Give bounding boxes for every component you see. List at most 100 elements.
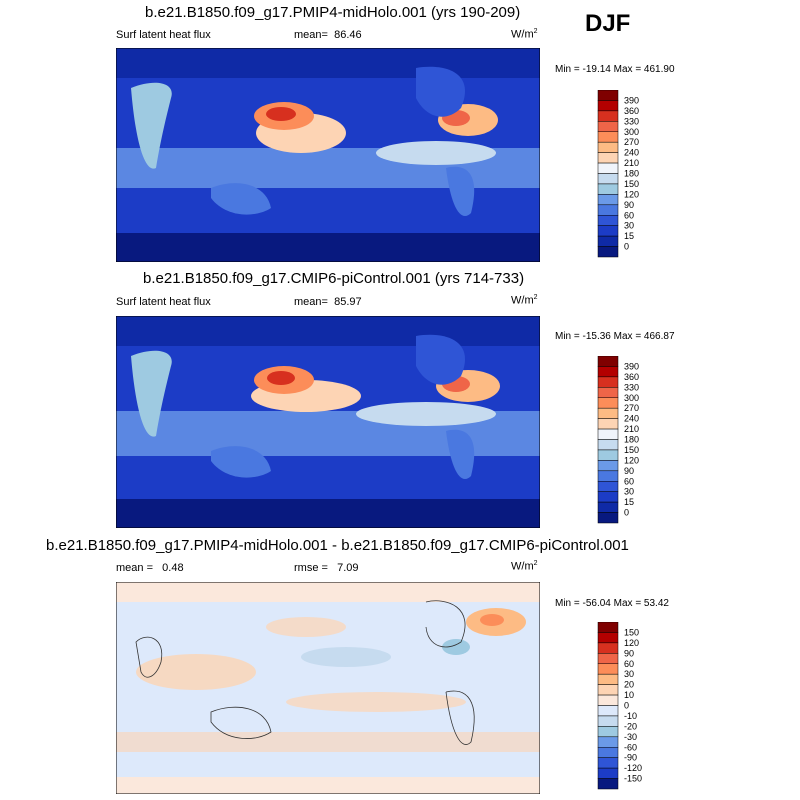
panel2-colorbar-box: [597, 387, 619, 398]
panel3-colorbar-box: [597, 715, 619, 727]
panel1-colorbar-box: [597, 131, 619, 143]
panel1-colorbar-box: [597, 141, 619, 153]
panel3-map-coast-africa: [135, 636, 163, 678]
panel3-title: b.e21.B1850.f09_g17.PMIP4-midHolo.001 - …: [46, 537, 629, 554]
season-label: DJF: [585, 10, 631, 37]
panel3-map-atlantic-core: [480, 614, 504, 626]
panel1-mean: mean= 86.46: [294, 29, 362, 41]
panel2-colorbar-label: 390: [624, 361, 639, 371]
panel2-colorbar-box: [597, 376, 619, 388]
panel1-colorbar-label: 210: [624, 158, 639, 168]
panel1-colorbar-box: [597, 194, 619, 206]
panel2-colorbar-box: [597, 366, 619, 378]
panel3-colorbar-box: [597, 663, 619, 675]
panel3-colorbar-label: 10: [624, 690, 634, 700]
panel1-colorbar-label: 300: [624, 127, 639, 137]
panel3-colorbar-box: [597, 622, 619, 633]
panel3-map-coast-australia: [210, 706, 272, 739]
panel3-colorbar-box: [597, 684, 619, 696]
panel2-colorbar-label: 270: [624, 403, 639, 413]
panel2-colorbar-box: [597, 439, 619, 451]
panel3-minmax: Min = -56.04 Max = 53.42: [555, 598, 669, 609]
panel2-colorbar-label: 210: [624, 424, 639, 434]
panel1-colorbar-box: [597, 121, 619, 132]
panel1-map-arctic: [116, 48, 540, 78]
panel2-colorbar-label: 60: [624, 476, 634, 486]
panel2-colorbar-box: [597, 501, 619, 513]
panel1-colorbar-box: [597, 215, 619, 226]
panel3-rmse: rmse = 7.09: [294, 562, 359, 574]
panel2-map-kuroshio-core: [267, 371, 295, 385]
panel1-units-exp: 2: [533, 28, 538, 35]
panel2-colorbar-box: [597, 512, 619, 524]
panel1-colorbar-label: 330: [624, 116, 639, 126]
panel2-colorbar-label: 180: [624, 435, 639, 445]
panel2-colorbar-box: [597, 481, 619, 492]
panel1-map-australia: [211, 183, 271, 215]
panel2-colorbar-box: [597, 418, 619, 430]
panel2-colorbar-box: [597, 356, 619, 367]
panel3-units-base: W/m: [511, 560, 534, 573]
panel2-map-south-america: [446, 429, 475, 479]
panel2-colorbar-label: 330: [624, 382, 639, 392]
panel2-colorbar-label: 360: [624, 372, 639, 382]
panel3-colorbar-label: 90: [624, 648, 634, 658]
panel1-mean-value: 86.46: [334, 29, 362, 41]
panel3-mean: mean = 0.48: [116, 562, 184, 574]
panel1-map-north-america: [416, 66, 465, 117]
panel2-colorbar-label: 300: [624, 393, 639, 403]
panel2-colorbar-box: [597, 397, 619, 409]
panel3-colorbar-box: [597, 705, 619, 717]
panel3-colorbar-label: -60: [624, 742, 637, 752]
panel2-map-arctic: [116, 316, 540, 346]
panel3-map-pacific-cool: [301, 647, 391, 667]
panel1-colorbar-box: [597, 235, 619, 247]
panel1-colorbar-box: [597, 100, 619, 112]
panel3-map-antarctic: [116, 777, 540, 794]
panel2-map: [116, 316, 540, 528]
panel3-colorbar-box: [597, 736, 619, 748]
panel2-variable-label: Surf latent heat flux: [116, 296, 211, 308]
panel1-colorbar-label: 120: [624, 189, 639, 199]
panel2-colorbar-label: 150: [624, 445, 639, 455]
panel3-colorbar-box: [597, 726, 619, 738]
panel1-colorbar-label: 60: [624, 210, 634, 220]
panel3-units-exp: 2: [533, 560, 538, 567]
panel1-units: W/m2: [511, 28, 538, 41]
panel2-colorbar-label: 120: [624, 455, 639, 465]
panel3-map-coast-south-america: [445, 690, 475, 745]
panel2-map-africa: [131, 350, 172, 437]
panel1-map-south-america: [446, 166, 475, 216]
panel3-rmse-value: 7.09: [337, 562, 359, 574]
panel2-minmax: Min = -15.36 Max = 466.87: [555, 331, 675, 342]
panel2-map-north-america: [416, 334, 465, 385]
panel3-colorbar-box: [597, 694, 619, 706]
panel3-colorbar-label: 0: [624, 701, 629, 711]
panel1-mean-label: mean=: [294, 29, 328, 41]
panel3-map-south-band: [116, 732, 540, 752]
panel1-colorbar-box: [597, 246, 619, 258]
panel1-colorbar-box: [597, 173, 619, 185]
panel3-map-gulf-cool: [442, 639, 470, 655]
panel2-mean-value: 85.97: [334, 296, 362, 308]
panel1-colorbar-label: 150: [624, 179, 639, 189]
panel3-map-north-pacific: [266, 617, 346, 637]
panel2-units-base: W/m: [511, 294, 534, 307]
panel2-mean: mean= 85.97: [294, 296, 362, 308]
panel2-colorbar-box: [597, 407, 619, 419]
panel3-mean-label: mean =: [116, 562, 153, 574]
panel2-colorbar-label: 15: [624, 497, 634, 507]
panel3-colorbar-box: [597, 653, 619, 664]
panel3-colorbar-label: -10: [624, 711, 637, 721]
panel3-colorbar-box: [597, 767, 619, 779]
panel3-colorbar-label: 120: [624, 638, 639, 648]
panel1-colorbar-label: 0: [624, 242, 629, 252]
panel1-colorbar-box: [597, 162, 619, 174]
panel3-colorbar-label: 20: [624, 680, 634, 690]
panel1-map-africa: [131, 82, 172, 169]
panel3-map-coast-north-america: [425, 600, 466, 648]
panel3-colorbar-box: [597, 757, 619, 769]
panel3-map-arctic: [116, 582, 540, 602]
